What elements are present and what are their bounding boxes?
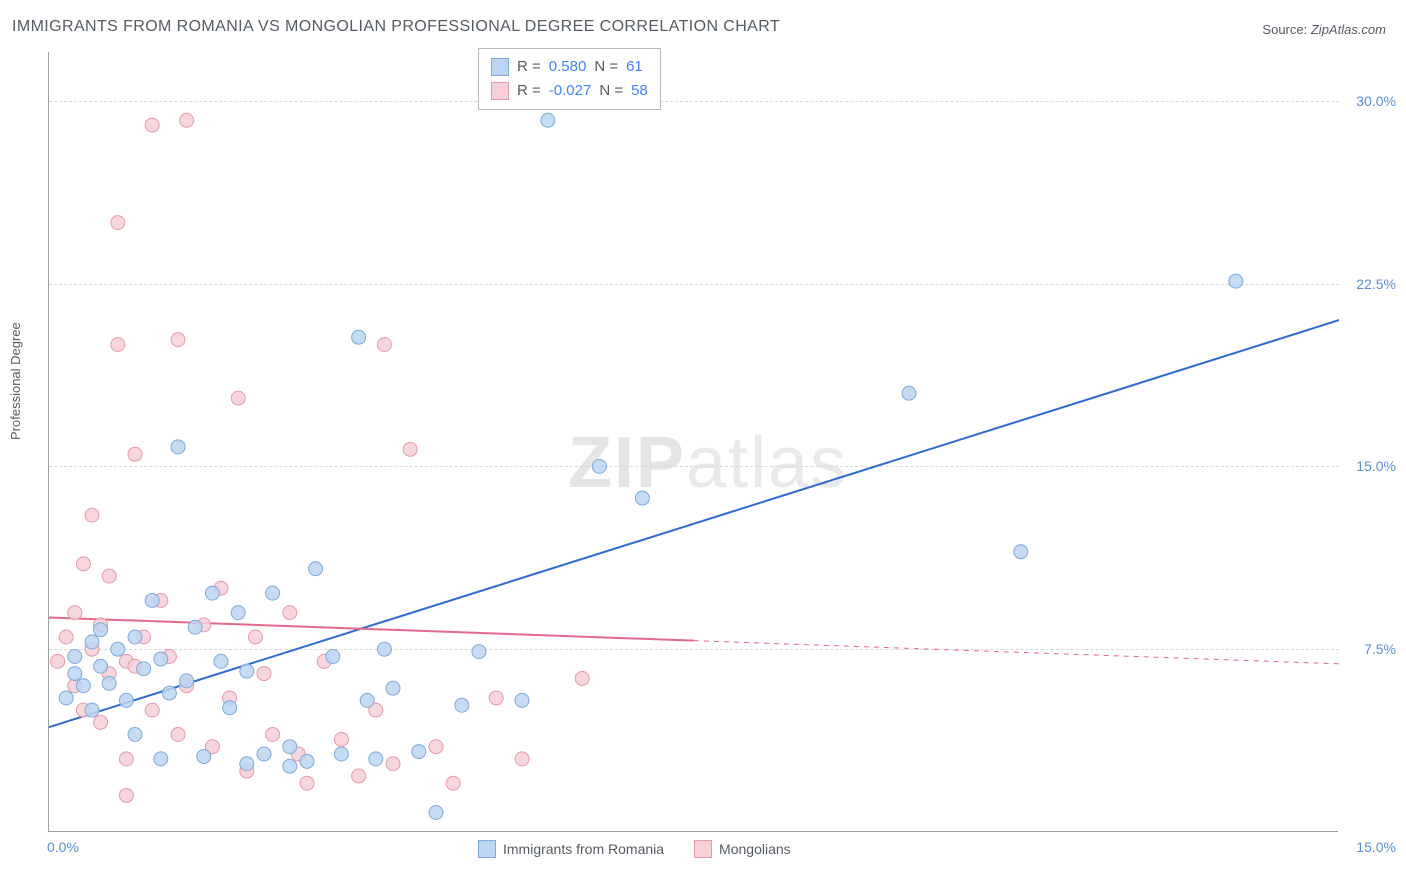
- n-label: N =: [594, 55, 618, 79]
- y-tick: 30.0%: [1342, 93, 1396, 109]
- plot-region: 7.5%15.0%22.5%30.0% 0.0% 15.0%: [48, 52, 1338, 832]
- source-attribution: Source: ZipAtlas.com: [1262, 22, 1386, 37]
- legend-swatch-mongolians: [694, 840, 712, 858]
- r-label: R =: [517, 79, 541, 103]
- source-value: ZipAtlas.com: [1311, 22, 1386, 37]
- chart-title: IMMIGRANTS FROM ROMANIA VS MONGOLIAN PRO…: [12, 18, 780, 36]
- y-axis-label: Professional Degree: [8, 322, 23, 440]
- r-value-romania: 0.580: [549, 55, 587, 79]
- y-tick: 15.0%: [1342, 458, 1396, 474]
- chart-area: ZIPatlas 7.5%15.0%22.5%30.0% 0.0% 15.0% …: [48, 52, 1338, 832]
- legend-row-romania: R = 0.580 N = 61: [491, 55, 648, 79]
- y-tick: 22.5%: [1342, 276, 1396, 292]
- x-tick-end: 15.0%: [1342, 839, 1396, 855]
- series-legend: Immigrants from Romania Mongolians: [478, 840, 791, 858]
- n-label: N =: [599, 79, 623, 103]
- r-label: R =: [517, 55, 541, 79]
- source-label: Source:: [1262, 22, 1307, 37]
- n-value-mongolians: 58: [631, 79, 648, 103]
- y-tick: 7.5%: [1342, 641, 1396, 657]
- legend-label-romania: Immigrants from Romania: [503, 841, 664, 857]
- legend-swatch-romania: [491, 58, 509, 76]
- legend-item-romania: Immigrants from Romania: [478, 840, 664, 858]
- correlation-legend: R = 0.580 N = 61 R = -0.027 N = 58: [478, 48, 661, 110]
- scatter-points: [49, 52, 1339, 832]
- legend-item-mongolians: Mongolians: [694, 840, 791, 858]
- x-tick-origin: 0.0%: [47, 839, 79, 855]
- n-value-romania: 61: [626, 55, 643, 79]
- legend-swatch-mongolians: [491, 82, 509, 100]
- legend-row-mongolians: R = -0.027 N = 58: [491, 79, 648, 103]
- legend-swatch-romania: [478, 840, 496, 858]
- regression-lines: [49, 52, 1339, 832]
- r-value-mongolians: -0.027: [549, 79, 592, 103]
- legend-label-mongolians: Mongolians: [719, 841, 791, 857]
